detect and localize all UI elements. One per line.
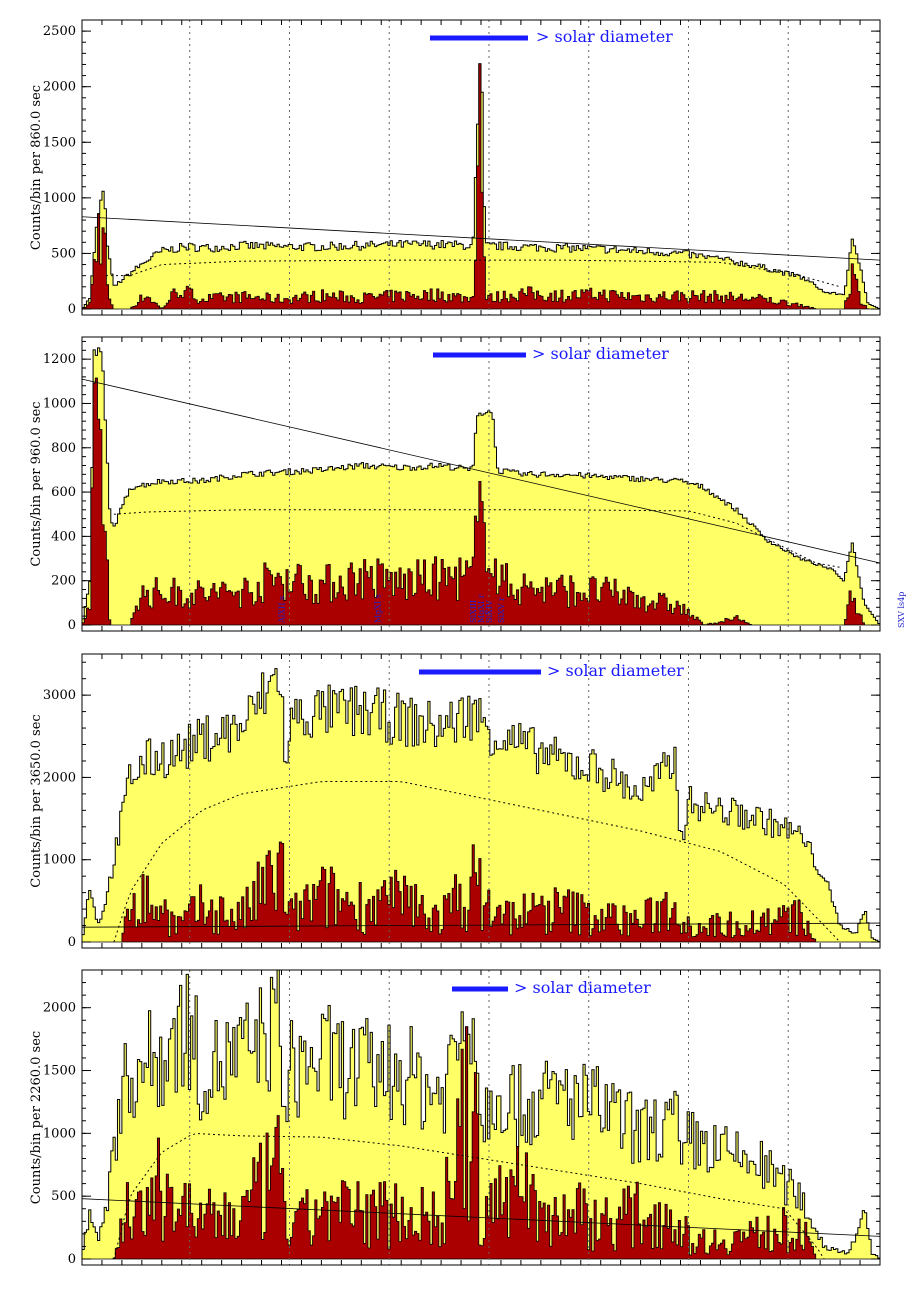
spectral-line-label: SiXIV bbox=[485, 600, 494, 623]
y-tick-label: 600 bbox=[51, 485, 76, 500]
solar-diameter-label: > solar diameter bbox=[532, 344, 669, 363]
trend-line bbox=[81, 922, 881, 928]
y-axis-label: Counts/bin per 860.0 sec bbox=[29, 85, 44, 250]
y-tick-label: 500 bbox=[51, 1189, 76, 1204]
y-tick-label: 1500 bbox=[43, 1064, 76, 1079]
y-tick-label: 1000 bbox=[43, 191, 76, 206]
y-tick-label: 800 bbox=[51, 441, 76, 456]
solar-diameter-label: > solar diameter bbox=[514, 978, 651, 997]
residual-counts-area bbox=[82, 1026, 880, 1260]
residual-counts-area bbox=[81, 377, 880, 626]
y-tick-label: 3000 bbox=[43, 688, 76, 703]
y-tick-label: 0 bbox=[68, 1252, 76, 1267]
y-tick-label: 0 bbox=[68, 302, 76, 317]
y-tick-label: 2000 bbox=[43, 80, 76, 95]
panel-4: 0 500 1000 1500 2000 Counts/bin per 2260.0 se… bbox=[29, 969, 881, 1267]
y-tick-label: 1000 bbox=[43, 1126, 76, 1141]
trend-line bbox=[81, 216, 881, 261]
total-counts-outline bbox=[82, 969, 880, 1259]
spectral-line-label: SiXV r bbox=[497, 597, 506, 623]
panel-3: 0 1000 2000 3000 Counts/bin per 3650.0 sec > … bbox=[29, 653, 881, 950]
spectral-line-label: MgXI r bbox=[477, 594, 486, 623]
trend-line bbox=[81, 378, 881, 564]
residual-counts-area bbox=[82, 841, 880, 943]
y-tick-label: 0 bbox=[68, 618, 76, 633]
y-tick-label: 500 bbox=[51, 246, 76, 261]
spectral-line-label: AlXII s bbox=[278, 596, 287, 624]
solar-diameter-label: > solar diameter bbox=[547, 661, 684, 680]
trend-line bbox=[81, 1198, 881, 1237]
side-line-label: SXV ls4p bbox=[897, 592, 906, 628]
total-counts-outline bbox=[82, 347, 880, 624]
y-tick-label: 200 bbox=[51, 574, 76, 589]
panel-2: 0 200 400 600 800 1000 1200 Counts/bin per 960.… bbox=[29, 336, 906, 633]
y-axis-label: Counts/bin per 960.0 sec bbox=[29, 401, 44, 566]
residual-counts-area bbox=[81, 63, 880, 310]
total-counts-outline bbox=[82, 668, 880, 942]
y-tick-label: 1200 bbox=[43, 352, 76, 367]
y-tick-label: 1000 bbox=[43, 396, 76, 411]
y-tick-label: 2000 bbox=[43, 770, 76, 785]
spectral-line-label: SiXIII bbox=[469, 600, 478, 623]
y-tick-label: 2000 bbox=[43, 1001, 76, 1016]
y-tick-label: 1500 bbox=[43, 135, 76, 150]
continuum-curve bbox=[113, 509, 841, 568]
y-tick-label: 1000 bbox=[43, 853, 76, 868]
y-tick-label: 400 bbox=[51, 529, 76, 544]
y-tick-label: 2500 bbox=[43, 24, 76, 39]
solar-diameter-label: > solar diameter bbox=[536, 27, 673, 46]
continuum-curve bbox=[113, 781, 841, 943]
y-axis-label: Counts/bin per 2260.0 sec bbox=[29, 1031, 44, 1204]
y-axis-label: Counts/bin per 3650.0 sec bbox=[29, 714, 44, 887]
spectral-line-label: MgXI s bbox=[373, 594, 382, 623]
panel-1: 0 500 1000 1500 2000 2500 Counts/bin per 860.0… bbox=[29, 19, 881, 317]
y-tick-label: 0 bbox=[68, 935, 76, 950]
